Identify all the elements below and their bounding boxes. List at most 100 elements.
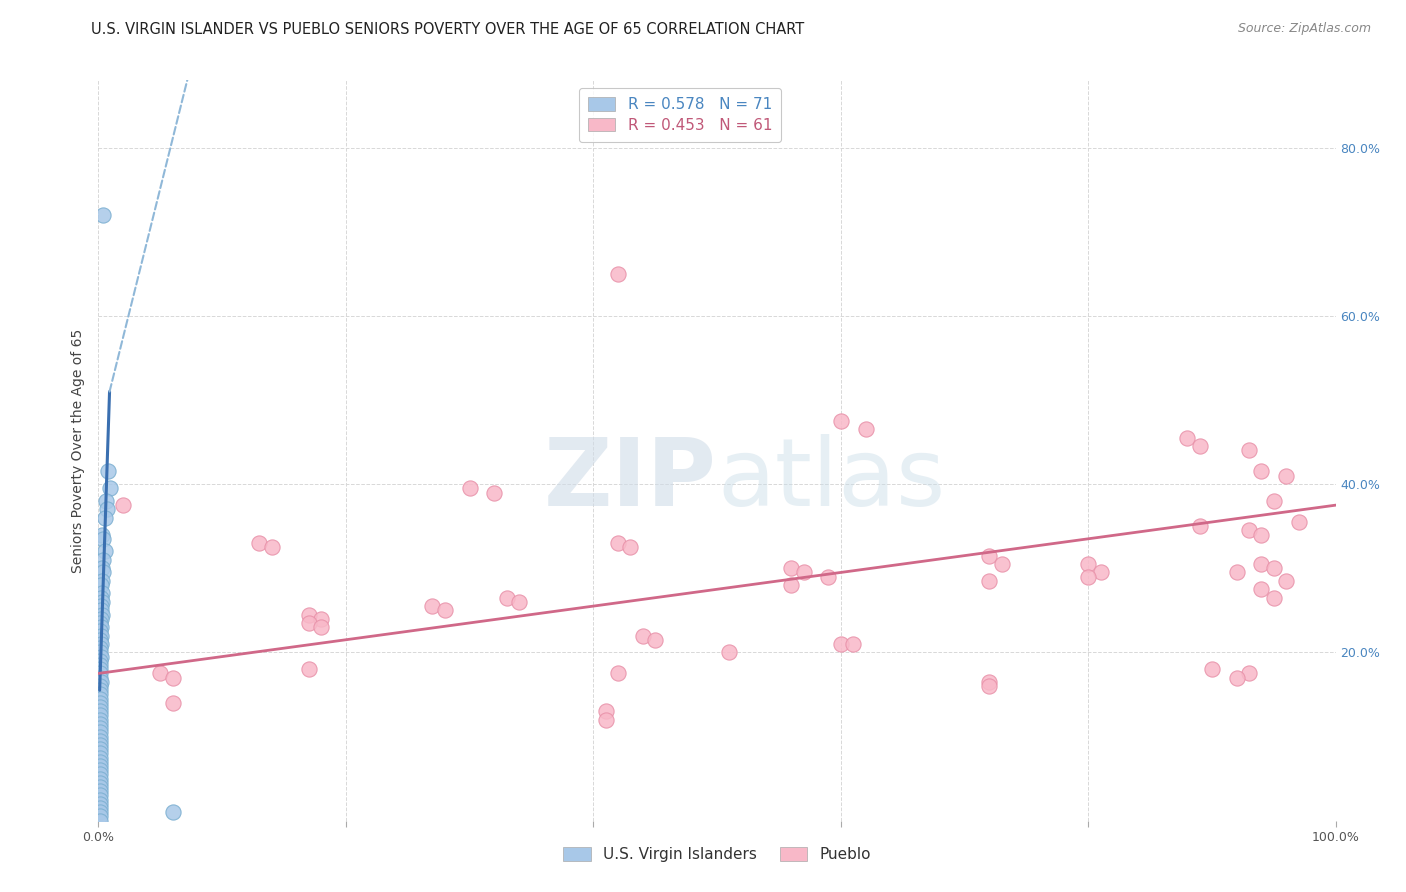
- Point: [1226, 566, 1249, 580]
- Point: [89, 759, 111, 773]
- Point: [90, 578, 112, 592]
- Point: [162, 696, 184, 710]
- Point: [162, 805, 184, 820]
- Point: [89, 750, 111, 764]
- Point: [1237, 666, 1260, 681]
- Point: [90, 628, 112, 642]
- Point: [89, 713, 111, 727]
- Text: ZIP: ZIP: [544, 434, 717, 526]
- Point: [89, 747, 111, 761]
- Point: [89, 725, 111, 739]
- Point: [89, 755, 111, 769]
- Point: [309, 620, 332, 634]
- Point: [1275, 574, 1298, 588]
- Point: [1237, 443, 1260, 458]
- Point: [89, 780, 111, 794]
- Point: [91, 586, 114, 600]
- Point: [93, 532, 115, 546]
- Point: [93, 566, 115, 580]
- Point: [484, 485, 506, 500]
- Point: [842, 637, 865, 651]
- Point: [89, 658, 111, 673]
- Text: Source: ZipAtlas.com: Source: ZipAtlas.com: [1237, 22, 1371, 36]
- Text: atlas: atlas: [717, 434, 945, 526]
- Point: [990, 557, 1012, 571]
- Point: [91, 574, 114, 588]
- Point: [1226, 671, 1249, 685]
- Point: [90, 637, 112, 651]
- Point: [1188, 519, 1211, 533]
- Point: [595, 704, 617, 718]
- Point: [90, 620, 112, 634]
- Point: [780, 561, 803, 575]
- Point: [718, 645, 741, 659]
- Point: [91, 527, 114, 541]
- Point: [309, 612, 332, 626]
- Point: [1201, 662, 1223, 676]
- Point: [298, 607, 321, 622]
- Point: [1077, 557, 1099, 571]
- Point: [90, 674, 112, 689]
- Point: [98, 481, 121, 495]
- Point: [91, 561, 114, 575]
- Point: [89, 654, 111, 668]
- Point: [1250, 582, 1272, 597]
- Point: [162, 671, 184, 685]
- Point: [979, 674, 1001, 689]
- Point: [458, 481, 481, 495]
- Point: [1250, 557, 1272, 571]
- Point: [91, 607, 114, 622]
- Point: [780, 578, 803, 592]
- Text: U.S. VIRGIN ISLANDER VS PUEBLO SENIORS POVERTY OVER THE AGE OF 65 CORRELATION CH: U.S. VIRGIN ISLANDER VS PUEBLO SENIORS P…: [91, 22, 804, 37]
- Point: [89, 679, 111, 693]
- Point: [90, 603, 112, 617]
- Point: [89, 645, 111, 659]
- Point: [830, 414, 852, 428]
- Point: [298, 615, 321, 630]
- Point: [93, 544, 115, 558]
- Point: [112, 498, 135, 512]
- Point: [1090, 566, 1112, 580]
- Point: [1175, 431, 1198, 445]
- Point: [89, 797, 111, 811]
- Point: [89, 688, 111, 702]
- Point: [1263, 561, 1285, 575]
- Point: [89, 662, 111, 676]
- Point: [89, 763, 111, 777]
- Point: [97, 465, 120, 479]
- Point: [508, 595, 530, 609]
- Point: [89, 721, 111, 735]
- Point: [260, 540, 283, 554]
- Point: [89, 700, 111, 714]
- Point: [89, 792, 111, 806]
- Point: [644, 632, 666, 647]
- Point: [979, 679, 1001, 693]
- Point: [93, 553, 115, 567]
- Point: [89, 733, 111, 747]
- Point: [1250, 465, 1272, 479]
- Point: [793, 566, 815, 580]
- Point: [89, 784, 111, 798]
- Point: [817, 569, 839, 583]
- Point: [93, 208, 115, 222]
- Point: [89, 696, 111, 710]
- Point: [979, 549, 1001, 563]
- Point: [1250, 527, 1272, 541]
- Point: [607, 536, 630, 550]
- Point: [94, 494, 117, 508]
- Point: [89, 776, 111, 790]
- Point: [830, 637, 852, 651]
- Point: [298, 662, 321, 676]
- Point: [979, 574, 1001, 588]
- Point: [595, 713, 617, 727]
- Point: [90, 591, 112, 605]
- Point: [247, 536, 270, 550]
- Point: [149, 666, 172, 681]
- Point: [607, 267, 630, 281]
- Point: [89, 805, 111, 820]
- Point: [89, 624, 111, 639]
- Point: [96, 502, 118, 516]
- Point: [619, 540, 641, 554]
- Point: [89, 772, 111, 786]
- Point: [90, 649, 112, 664]
